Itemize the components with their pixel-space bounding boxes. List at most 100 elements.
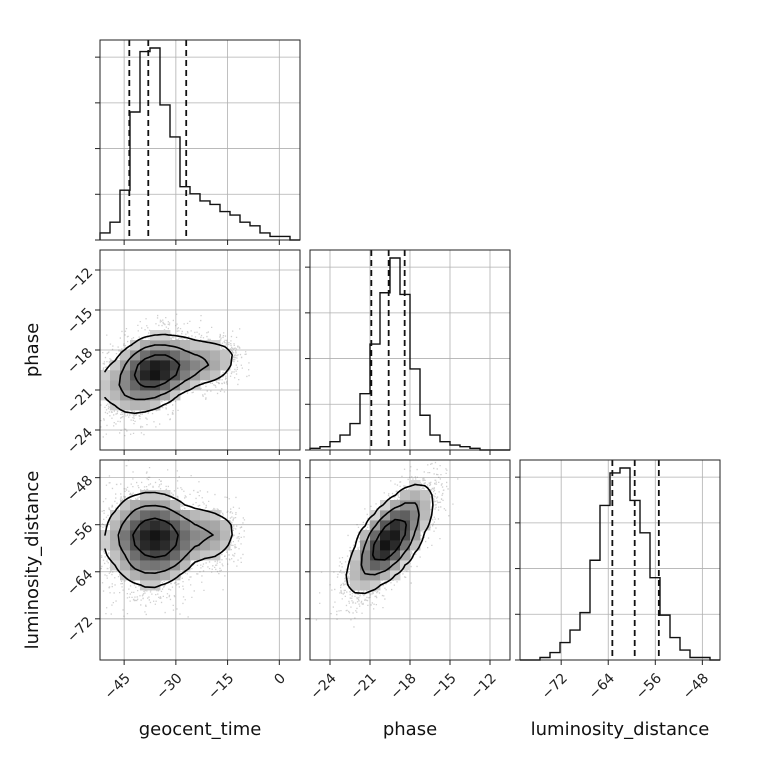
density-cell <box>160 520 171 531</box>
density-cell <box>400 540 411 551</box>
density-cell <box>400 550 411 561</box>
density-cell <box>130 560 141 571</box>
density-cell <box>110 540 121 551</box>
density-cell <box>170 530 181 541</box>
x-tick-label-phase: −15 <box>428 670 460 702</box>
y-tick-label-phase: −15 <box>64 305 96 337</box>
density-cell <box>210 350 221 361</box>
y-tick-label-phase: −12 <box>64 265 96 297</box>
density-cell <box>140 340 151 351</box>
density-cell <box>160 560 171 571</box>
x-tick-label-phase: −12 <box>468 670 500 702</box>
density-cell <box>120 350 131 361</box>
contour-level-1 <box>360 502 420 576</box>
density-cell <box>220 360 231 371</box>
density-cell <box>160 570 171 581</box>
panel-frame <box>519 459 721 661</box>
density-cell <box>160 500 171 511</box>
density-cell <box>170 500 181 511</box>
panel-frame <box>99 459 301 661</box>
contour-level-1 <box>118 344 210 401</box>
histogram-luminosity_distance <box>520 467 720 661</box>
density-cell <box>130 360 141 371</box>
density-cell <box>350 580 361 591</box>
y-axis-label-phase: phase <box>22 323 43 377</box>
density-cell <box>400 500 411 511</box>
density-cell <box>210 360 221 371</box>
density-cell <box>170 570 181 581</box>
density-cell <box>400 510 411 521</box>
density-cell <box>120 370 131 381</box>
density-cell <box>150 550 161 561</box>
density-cell <box>180 340 191 351</box>
density-cell <box>410 490 421 501</box>
y-tick-label-luminosity_distance: −56 <box>64 520 96 552</box>
density-cell <box>160 370 171 381</box>
density-cell <box>200 360 211 371</box>
density-cell <box>390 520 401 531</box>
density-cell <box>110 380 121 391</box>
density-cell <box>150 400 161 411</box>
density-cell <box>200 370 211 381</box>
y-tick-label-luminosity_distance: −72 <box>64 614 96 646</box>
contour-level-0 <box>104 491 233 589</box>
density-cell <box>120 540 131 551</box>
density-cell <box>350 550 361 561</box>
density-cell <box>150 560 161 571</box>
density-cell <box>110 530 121 541</box>
density-cell <box>180 560 191 571</box>
density-cell <box>370 540 381 551</box>
density-cell <box>150 390 161 401</box>
density-cell <box>390 510 401 521</box>
density-cell <box>210 540 221 551</box>
density-cell <box>390 550 401 561</box>
density-cell <box>180 350 191 361</box>
density-cell <box>190 530 201 541</box>
density-cell <box>200 340 211 351</box>
density-cell <box>140 380 151 391</box>
density-cell <box>410 530 421 541</box>
density-cell <box>120 520 131 531</box>
density-cell <box>110 390 121 401</box>
density-cell <box>160 390 171 401</box>
contour-level-2 <box>133 354 181 388</box>
density-cell <box>420 510 431 521</box>
density-cell <box>190 380 201 391</box>
density-cell <box>100 380 111 391</box>
histogram-phase <box>309 257 510 451</box>
density-cell <box>420 500 431 511</box>
contour-level-0 <box>104 333 233 415</box>
density-cell <box>130 380 141 391</box>
y-tick-label-phase: −21 <box>64 385 96 417</box>
density-cell <box>140 400 151 411</box>
x-tick-label-geocent_time: −30 <box>153 670 185 702</box>
x-tick-label-phase: −21 <box>348 670 380 702</box>
y-axis-label-luminosity_distance: luminosity_distance <box>22 471 43 650</box>
density-cell <box>130 550 141 561</box>
density-cell <box>170 350 181 361</box>
density-cell <box>200 530 211 541</box>
density-cell <box>190 360 201 371</box>
density-cell <box>100 390 111 401</box>
density-panel-phase-luminosity_distance <box>315 460 459 628</box>
density-cell <box>390 540 401 551</box>
density-cell <box>200 510 211 521</box>
density-cell <box>150 370 161 381</box>
density-cell <box>200 520 211 531</box>
density-cell <box>210 550 221 561</box>
density-cell <box>190 540 201 551</box>
density-cell <box>410 540 421 551</box>
density-cell <box>140 530 151 541</box>
density-cell <box>410 500 421 511</box>
density-cell <box>390 500 401 511</box>
density-cell <box>180 370 191 381</box>
density-cell <box>100 540 111 551</box>
density-cell <box>130 530 141 541</box>
density-cell <box>110 510 121 521</box>
density-cell <box>130 350 141 361</box>
density-cell <box>150 530 161 541</box>
density-cell <box>160 360 171 371</box>
density-cell <box>130 390 141 401</box>
density-cell <box>140 520 151 531</box>
y-tick-label-phase: −24 <box>64 425 96 457</box>
